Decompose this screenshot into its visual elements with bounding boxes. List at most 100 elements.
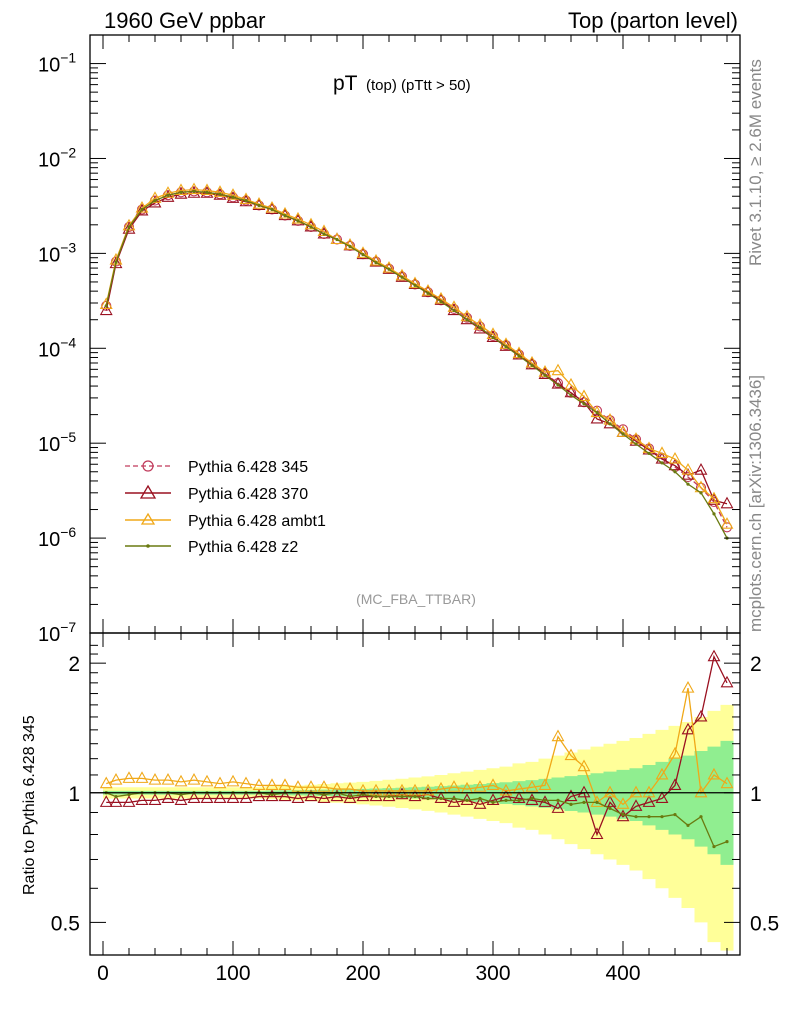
ratio-point-z2 (712, 844, 716, 849)
ratio-point-ambt1 (577, 759, 591, 772)
point-z2 (517, 354, 521, 358)
ratio-point-370 (551, 801, 565, 813)
point-z2 (231, 195, 235, 199)
ratio-point-z2 (127, 793, 131, 797)
ratio-point-370 (239, 791, 253, 804)
ratio-point-ambt1 (694, 785, 708, 798)
ratio-point-ambt1 (499, 783, 513, 796)
ratio-point-z2 (465, 798, 469, 803)
ratio-point-z2 (361, 793, 365, 797)
ratio-point-370 (707, 649, 721, 662)
point-370 (694, 463, 708, 475)
point-ambt1 (304, 217, 318, 230)
point-z2 (374, 260, 378, 265)
point-ambt1 (720, 517, 734, 529)
ratio-point-z2 (608, 806, 612, 810)
ratio-point-z2 (452, 796, 456, 801)
ratio-point-ambt1 (681, 680, 695, 693)
ratio-point-370 (564, 789, 578, 802)
legend-entry-z2: Pythia 6.428 z2 (125, 539, 298, 556)
ratio-point-370 (252, 789, 266, 802)
rivet-version-label: Rivet 3.1.10, ≥ 2.6M events (746, 59, 765, 266)
ratio-point-370 (317, 791, 331, 804)
ratio-series-ambt1 (99, 680, 734, 809)
y-tick-label: 10−5 (38, 429, 76, 456)
ratio-y-tick-label-right: 2 (750, 653, 762, 676)
point-ambt1 (291, 211, 305, 224)
point-z2 (712, 512, 716, 516)
point-ambt1 (252, 197, 266, 209)
ratio-point-z2 (426, 796, 430, 801)
ratio-point-z2 (530, 796, 534, 801)
point-ambt1 (577, 389, 591, 402)
ratio-y-tick-label-right: 0.5 (750, 912, 779, 935)
ratio-point-ambt1 (278, 778, 292, 790)
point-ambt1 (564, 377, 578, 390)
ratio-point-z2 (413, 794, 417, 799)
point-z2 (387, 267, 391, 271)
ratio-point-370 (434, 791, 448, 804)
ratio-point-z2 (400, 794, 404, 799)
point-ambt1 (408, 276, 422, 289)
ratio-point-ambt1 (200, 774, 214, 787)
point-z2 (660, 461, 664, 465)
ratio-point-370 (694, 709, 708, 722)
point-z2 (569, 393, 573, 397)
x-tick-label: 400 (605, 962, 640, 985)
point-ambt1 (382, 260, 396, 273)
point-z2 (127, 225, 131, 229)
ratio-point-370 (278, 789, 292, 802)
ratio-point-370 (538, 795, 552, 807)
point-z2 (270, 207, 274, 212)
y-tick-label: 10−7 (38, 619, 76, 646)
ratio-uncertainty-band (103, 704, 734, 951)
ratio-y-tick-label: 1 (68, 783, 80, 806)
ratio-line-ambt1 (106, 688, 728, 806)
point-ambt1 (551, 363, 565, 376)
point-z2 (426, 291, 430, 295)
ratio-point-z2 (660, 815, 664, 819)
point-z2 (582, 402, 586, 406)
ratio-point-ambt1 (109, 772, 123, 785)
ratio-y-tick-label: 0.5 (51, 912, 80, 935)
legend-label-370: Pythia 6.428 370 (188, 486, 308, 503)
point-z2 (634, 442, 638, 446)
ratio-point-370 (629, 799, 643, 811)
ratio-point-370 (265, 789, 279, 802)
point-z2 (400, 275, 404, 279)
ratio-point-z2 (647, 815, 651, 819)
point-z2 (335, 237, 339, 242)
point-z2 (192, 189, 196, 193)
point-z2 (621, 432, 625, 436)
ratio-point-z2 (621, 812, 625, 817)
ratio-point-370 (577, 785, 591, 798)
mcplots-label: mcplots.cern.ch [arXiv:1306.3436] (746, 374, 765, 632)
ratio-point-ambt1 (226, 774, 240, 787)
ratio-point-z2 (439, 796, 443, 801)
ratio-point-z2 (374, 794, 378, 799)
ratio-point-ambt1 (135, 771, 149, 783)
point-ambt1 (161, 186, 175, 198)
ratio-point-370 (603, 795, 617, 807)
point-z2 (530, 363, 534, 368)
point-z2 (608, 422, 612, 426)
ratio-point-370 (330, 789, 344, 802)
point-ambt1 (174, 183, 188, 196)
series-ambt1 (99, 182, 734, 529)
plot-title-main: pT (333, 72, 358, 95)
ratio-point-370 (382, 789, 396, 802)
point-z2 (205, 190, 209, 194)
ratio-point-370 (447, 795, 461, 807)
ratio-point-z2 (634, 815, 638, 819)
ratio-point-ambt1 (720, 776, 734, 789)
point-ambt1 (213, 185, 227, 197)
point-z2 (595, 411, 599, 415)
ratio-point-370 (304, 789, 318, 802)
legend-label-z2: Pythia 6.428 z2 (188, 539, 298, 556)
legend-label-ambt1: Pythia 6.428 ambt1 (188, 513, 326, 530)
ratio-point-370 (720, 675, 734, 688)
point-ambt1 (590, 405, 604, 418)
ratio-point-370 (343, 791, 357, 804)
point-ambt1 (655, 446, 669, 458)
ratio-point-z2 (387, 794, 391, 799)
